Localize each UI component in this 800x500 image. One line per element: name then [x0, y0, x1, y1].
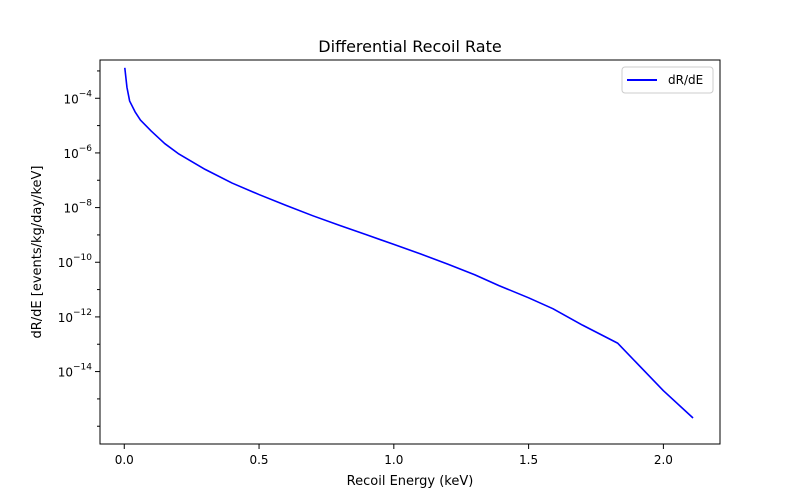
y-tick-base: 10: [63, 147, 78, 161]
chart-title: Differential Recoil Rate: [318, 37, 501, 56]
y-tick-exponent: −6: [79, 144, 93, 154]
y-tick-label: 10−8: [63, 199, 92, 216]
y-tick-exponent: −4: [79, 89, 93, 99]
y-tick-label: 10−12: [58, 308, 92, 325]
y-axis-label: dR/dE [events/kg/day/keV]: [30, 166, 45, 339]
y-tick-base: 10: [63, 202, 78, 216]
legend: dR/dE: [621, 66, 714, 94]
y-tick-label: 10−14: [58, 363, 93, 380]
x-tick-label: 1.5: [519, 453, 538, 467]
y-tick-base: 10: [58, 366, 73, 380]
y-tick-exponent: −10: [73, 253, 92, 263]
x-tick-label: 1.0: [384, 453, 403, 467]
x-axis-label: Recoil Energy (keV): [347, 474, 474, 489]
y-tick-base: 10: [58, 311, 73, 325]
y-tick-exponent: −14: [73, 363, 92, 373]
x-tick-label: 0.5: [249, 453, 268, 467]
y-tick-label: 10−4: [63, 89, 92, 106]
x-tick-label: 0.0: [115, 453, 134, 467]
legend-label: dR/dE: [668, 73, 703, 87]
y-tick-base: 10: [58, 256, 73, 270]
y-tick-exponent: −12: [73, 308, 92, 318]
legend-box: [621, 66, 714, 94]
y-tick-exponent: −8: [79, 199, 93, 209]
plot-area: [99, 59, 721, 445]
y-tick-base: 10: [63, 92, 78, 106]
y-tick-label: 10−10: [58, 253, 93, 270]
x-axis: 0.0 0.5 1.0 1.5 2.0: [115, 444, 673, 467]
series-layer: [124, 67, 694, 419]
series-line-dr-de: [124, 67, 694, 419]
x-tick-label: 2.0: [654, 453, 673, 467]
y-tick-label: 10−6: [63, 144, 92, 161]
